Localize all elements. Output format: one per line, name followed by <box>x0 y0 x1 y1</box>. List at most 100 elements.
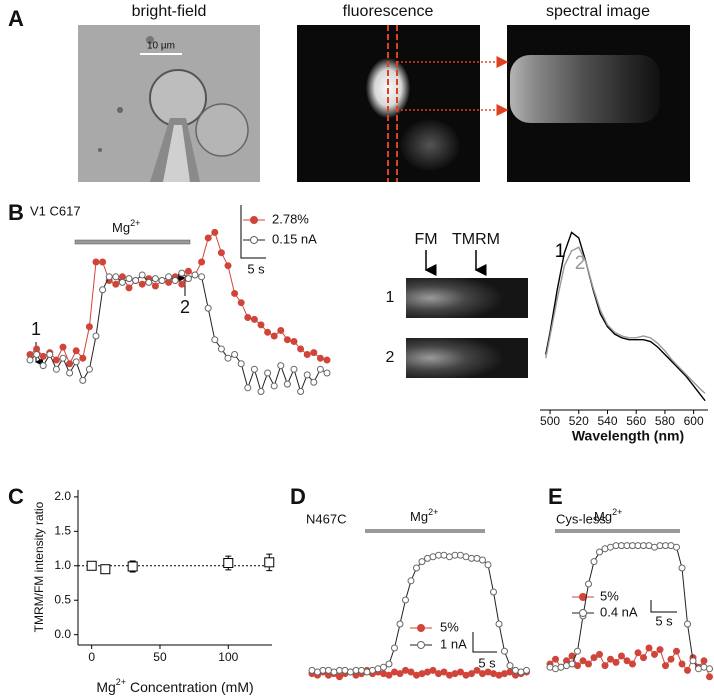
x-tick-label: 520 <box>569 414 589 428</box>
data-point <box>184 275 192 283</box>
data-point <box>171 277 179 284</box>
data-point <box>706 673 713 681</box>
data-point <box>270 332 278 340</box>
data-point <box>217 345 225 353</box>
stimulus-text: Mg <box>410 509 428 524</box>
data-point <box>385 660 393 668</box>
data-point <box>380 663 387 671</box>
x-tick-label: 500 <box>540 414 560 428</box>
data-point <box>92 332 100 340</box>
legend-marker <box>250 236 258 244</box>
data-point <box>112 273 120 281</box>
data-point <box>396 620 404 628</box>
data-point <box>112 280 120 288</box>
data-point <box>607 655 614 663</box>
data-point <box>79 354 87 362</box>
legend-label: 0.4 nA <box>600 604 638 619</box>
image-label: TMRM <box>452 231 500 248</box>
y-tick-label: 2.0 <box>54 489 71 503</box>
data-point <box>684 666 691 674</box>
data-point <box>678 660 686 668</box>
data-point <box>495 620 503 628</box>
data-point <box>473 666 481 674</box>
scale-label: 5 s <box>247 261 265 276</box>
data-point <box>52 365 60 373</box>
data-point <box>138 280 146 288</box>
y-tick-label: 1.5 <box>54 524 71 538</box>
data-point <box>231 289 239 297</box>
stimulus-label: Mg2+ <box>410 507 438 524</box>
data-point <box>501 647 508 655</box>
data-point <box>323 356 331 364</box>
data-point <box>440 668 448 676</box>
x-axis-label: Wavelength (nm) <box>572 428 684 444</box>
series-label: 1 <box>555 241 566 262</box>
y-tick-label: 0.5 <box>54 592 71 606</box>
data-point <box>629 660 636 668</box>
data-point <box>568 660 576 668</box>
trace-line <box>29 231 328 365</box>
data-point <box>656 646 664 654</box>
data-point <box>612 658 620 666</box>
series-label: 2 <box>575 253 586 274</box>
data-point <box>217 249 225 257</box>
data-point <box>257 388 265 395</box>
data-point <box>634 649 642 657</box>
data-point <box>678 564 686 572</box>
data-point <box>316 354 324 362</box>
data-point <box>402 596 409 604</box>
x-tick-label: 0 <box>88 650 95 664</box>
scale-label: 10 µm <box>147 41 175 52</box>
data-point <box>457 668 464 676</box>
data-point <box>224 354 232 362</box>
legend-label: 5% <box>600 588 619 603</box>
stimulus-text: Mg <box>112 220 130 235</box>
trace-line <box>29 272 328 394</box>
panel-letter: B <box>8 200 24 225</box>
data-point <box>579 657 587 665</box>
fluorescence-image <box>297 25 480 182</box>
data-point <box>484 561 492 569</box>
scale-label: 5 s <box>655 613 673 628</box>
data-point <box>158 277 166 284</box>
data-point <box>264 328 272 336</box>
data-point <box>277 362 285 370</box>
data-point <box>237 360 245 368</box>
data-point <box>297 388 305 395</box>
data-point <box>673 647 680 655</box>
x-axis-label-sup: 2+ <box>116 677 126 687</box>
data-point <box>310 378 318 386</box>
scale-label: 5 s <box>478 655 496 670</box>
data-point <box>125 275 133 283</box>
data-point <box>46 351 54 358</box>
data-point <box>303 351 311 358</box>
data-point <box>506 662 514 670</box>
data-point <box>640 654 647 662</box>
data-point <box>99 258 107 266</box>
data-point <box>59 354 67 362</box>
x-axis-label-text: Concentration (mM) <box>126 679 254 695</box>
data-point <box>407 668 415 676</box>
data-point <box>237 299 245 307</box>
data-point <box>590 558 598 566</box>
data-point <box>231 351 239 358</box>
data-point <box>297 345 305 353</box>
scale-bar <box>240 205 266 259</box>
time-marker: 2 <box>180 297 190 317</box>
legend-marker <box>250 216 258 224</box>
data-point <box>125 284 133 292</box>
data-point <box>127 561 138 572</box>
data-point <box>138 271 146 279</box>
data-point <box>198 258 206 266</box>
panel-letter: D <box>290 484 306 509</box>
data-point <box>490 588 497 596</box>
data-point <box>178 280 186 288</box>
data-point <box>264 557 275 568</box>
data-point <box>706 665 713 673</box>
data-point <box>151 282 159 290</box>
data-point <box>39 352 47 360</box>
data-point <box>574 647 581 655</box>
data-point <box>277 326 285 334</box>
panel-label: V1 C617 <box>30 203 81 218</box>
